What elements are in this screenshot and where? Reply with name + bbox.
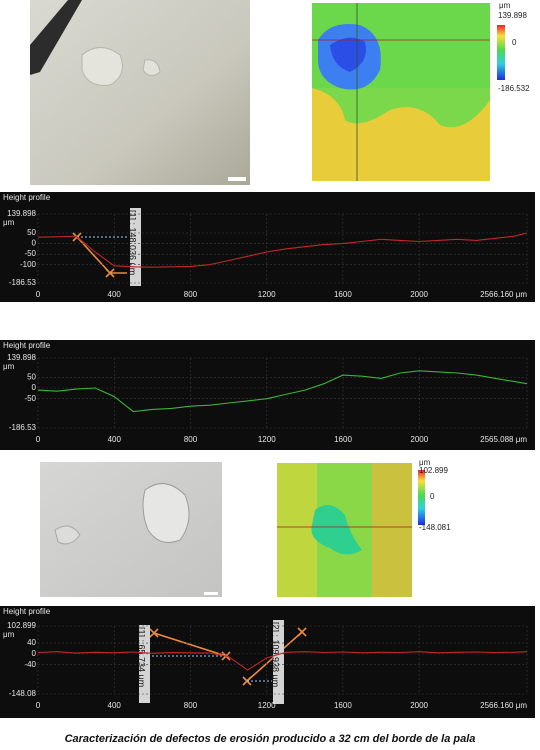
- annotation: [1] : 148.036 μm: [128, 210, 138, 275]
- y-unit: μm: [3, 362, 15, 371]
- x-tick-label: 800: [184, 435, 198, 444]
- y-tick-label: -148.08: [9, 689, 37, 698]
- annotation: [1] : 65.734 μm: [137, 627, 147, 687]
- x-tick-label: 400: [108, 701, 122, 710]
- colorbar-max: 102.899: [419, 466, 448, 475]
- x-tick-label: 0: [36, 701, 41, 710]
- x-tick-label: 1200: [258, 435, 276, 444]
- y-tick-label: -186.53: [9, 423, 37, 432]
- profile-title: Height profile: [3, 341, 51, 350]
- x-tick-label: 1600: [334, 435, 352, 444]
- x-tick-label: 2000: [410, 701, 428, 710]
- y-tick-label: -100: [20, 260, 37, 269]
- annotation-box: [273, 620, 284, 704]
- height-map: [312, 3, 505, 181]
- colorbar-unit: μm: [419, 458, 431, 467]
- profile-title: Height profile: [3, 193, 51, 202]
- x-tick-label: 400: [108, 290, 122, 299]
- y-tick-label: 50: [27, 372, 36, 381]
- x-tick-label: 800: [184, 290, 198, 299]
- y-tick-label: 139.898: [7, 209, 36, 218]
- microscope-photo: [30, 0, 250, 185]
- colorbar-unit: μm: [499, 1, 511, 10]
- profile-line: [37, 651, 528, 671]
- y-tick-label: 0: [32, 649, 37, 658]
- x-tick-label: 2000: [410, 290, 428, 299]
- x-tick-label: 0: [36, 290, 41, 299]
- profile-line: [37, 370, 528, 413]
- y-tick-label: 0: [32, 239, 37, 248]
- y-tick-label: 0: [32, 383, 37, 392]
- y-tick-label: -50: [24, 394, 36, 403]
- colorbar-min: -186.532: [498, 84, 530, 93]
- x-tick-label: 0: [36, 435, 41, 444]
- colorbar-min: -148.081: [419, 523, 451, 532]
- y-tick-label: 40: [27, 638, 36, 647]
- colorbar-mid: 0: [512, 38, 517, 47]
- microscope-photo: [40, 462, 222, 597]
- y-tick-label: 50: [27, 228, 36, 237]
- profile-line: [37, 232, 528, 268]
- x-tick-label: 2566.160 μm: [480, 701, 527, 710]
- x-tick-label: 800: [184, 701, 198, 710]
- colorbar-mid: 0: [430, 492, 435, 501]
- y-tick-label: -50: [24, 249, 36, 258]
- height-map: [277, 463, 425, 597]
- colorbar-max: 139.898: [498, 11, 527, 20]
- profile-panel: [0, 192, 535, 302]
- x-tick-label: 2565.088 μm: [480, 435, 527, 444]
- x-tick-label: 1600: [334, 701, 352, 710]
- annotation-box: [139, 625, 150, 703]
- annotation: [2] : 109.938 μm: [271, 622, 281, 687]
- y-tick-label: -40: [24, 660, 36, 669]
- y-unit: μm: [3, 630, 15, 639]
- profile-title: Height profile: [3, 607, 51, 616]
- y-unit: μm: [3, 218, 15, 227]
- profile-panel: [0, 340, 535, 450]
- annotation-box: [130, 208, 141, 286]
- x-tick-label: 400: [108, 435, 122, 444]
- x-tick-label: 2000: [410, 435, 428, 444]
- y-tick-label: 139.898: [7, 353, 36, 362]
- x-tick-label: 2566.160 μm: [480, 290, 527, 299]
- x-tick-label: 1600: [334, 290, 352, 299]
- x-tick-label: 1200: [258, 701, 276, 710]
- caption: Caracterización de defectos de erosión p…: [65, 733, 476, 745]
- y-tick-label: -186.53: [9, 278, 37, 287]
- x-tick-label: 1200: [258, 290, 276, 299]
- y-tick-label: 102.899: [7, 621, 36, 630]
